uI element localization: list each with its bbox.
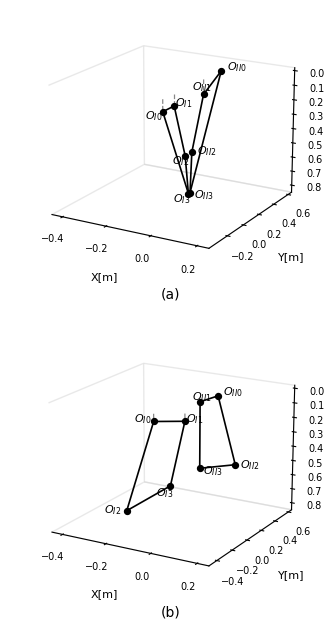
Y-axis label: Y[m]: Y[m] (278, 253, 304, 262)
Y-axis label: Y[m]: Y[m] (278, 570, 304, 580)
X-axis label: X[m]: X[m] (91, 272, 118, 282)
Text: (a): (a) (161, 288, 180, 302)
Text: (b): (b) (161, 606, 180, 619)
X-axis label: X[m]: X[m] (91, 589, 118, 599)
